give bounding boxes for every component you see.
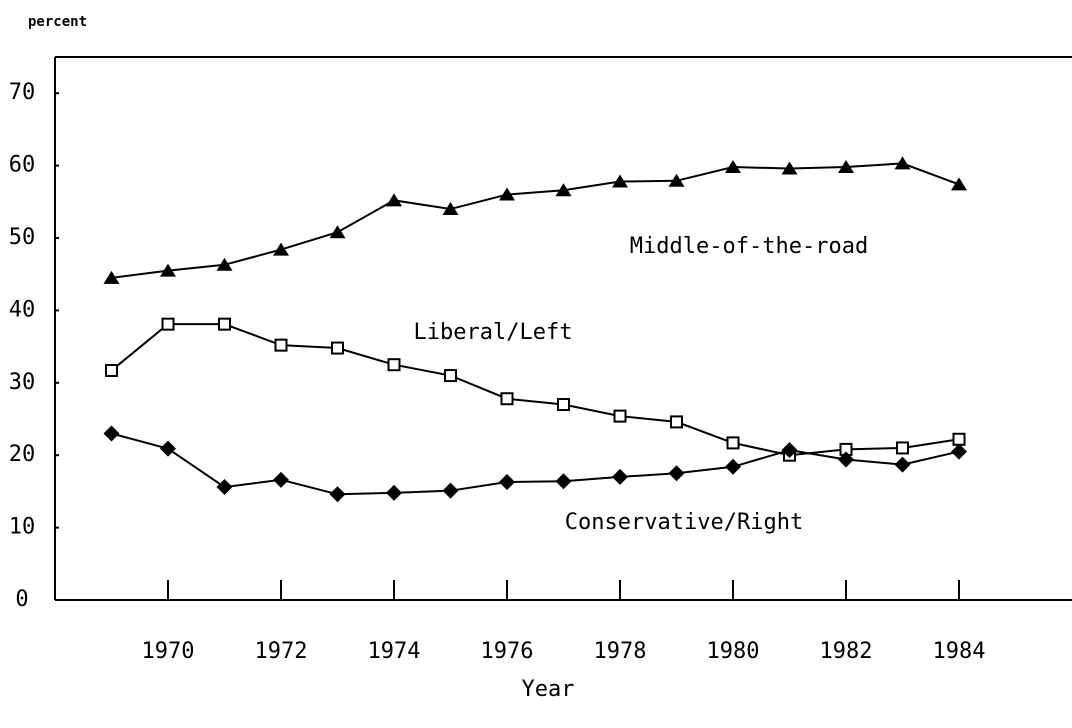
x-tick-label: 1974 <box>368 639 421 664</box>
point-marker <box>668 173 685 187</box>
point-marker <box>329 486 346 503</box>
y-tick-label: 30 <box>9 370 36 395</box>
x-tick-label: 1984 <box>933 639 986 664</box>
point-marker <box>329 225 346 239</box>
point-marker <box>273 471 289 488</box>
y-tick-label: 20 <box>9 442 36 467</box>
point-marker <box>557 398 570 412</box>
point-marker <box>896 441 909 455</box>
point-marker <box>161 317 175 331</box>
x-tick-label: 1978 <box>594 639 647 664</box>
point-marker <box>725 160 741 174</box>
x-tick-label: 1976 <box>481 639 534 664</box>
x-tick-label: 1970 <box>142 639 195 664</box>
y-tick-label: 60 <box>9 153 36 178</box>
point-marker <box>103 425 120 442</box>
x-axis-label: Year <box>522 677 575 702</box>
y-tick-label: 10 <box>9 515 36 540</box>
point-marker <box>781 161 798 175</box>
series-label: Middle-of-the-road <box>630 234 868 259</box>
point-marker <box>216 479 233 496</box>
point-marker <box>951 443 967 460</box>
point-marker <box>444 369 457 383</box>
point-marker <box>386 484 402 501</box>
point-marker <box>218 317 231 331</box>
point-marker <box>894 456 911 473</box>
x-tick-label: 1980 <box>707 639 760 664</box>
point-marker <box>160 263 176 277</box>
point-marker <box>387 358 401 372</box>
point-marker <box>555 183 572 197</box>
point-marker <box>670 415 683 429</box>
point-marker <box>103 270 120 284</box>
series-line <box>111 162 960 279</box>
y-tick-label: 0 <box>15 587 28 612</box>
point-marker <box>160 440 176 457</box>
point-marker <box>951 177 967 191</box>
point-marker <box>442 202 459 216</box>
point-marker <box>612 174 628 188</box>
x-tick-label: 1972 <box>255 639 308 664</box>
series-label: Conservative/Right <box>565 510 803 535</box>
point-marker <box>499 473 515 490</box>
series-line <box>111 432 960 496</box>
point-marker <box>105 363 118 377</box>
point-marker <box>555 473 572 490</box>
y-tick-label: 70 <box>9 80 36 105</box>
x-tick-label: 1982 <box>820 639 873 664</box>
point-marker <box>274 338 288 352</box>
y-tick-label: 50 <box>9 225 36 250</box>
point-marker <box>386 193 402 207</box>
point-marker <box>726 436 740 450</box>
point-marker <box>500 392 514 406</box>
series-line <box>110 323 960 457</box>
point-marker <box>499 187 515 201</box>
point-marker <box>442 482 459 499</box>
point-marker <box>273 242 289 256</box>
point-marker <box>613 409 627 423</box>
point-marker <box>331 341 344 355</box>
point-marker <box>216 257 233 271</box>
point-marker <box>952 432 966 446</box>
point-marker <box>781 442 798 459</box>
y-axis-label: percent <box>28 14 87 30</box>
point-marker <box>838 160 854 174</box>
point-marker <box>668 465 685 482</box>
y-tick-label: 40 <box>9 297 36 322</box>
point-marker <box>838 451 854 468</box>
point-marker <box>894 156 911 170</box>
series-label: Liberal/Left <box>414 320 573 345</box>
point-marker <box>725 458 741 475</box>
point-marker <box>612 468 628 485</box>
